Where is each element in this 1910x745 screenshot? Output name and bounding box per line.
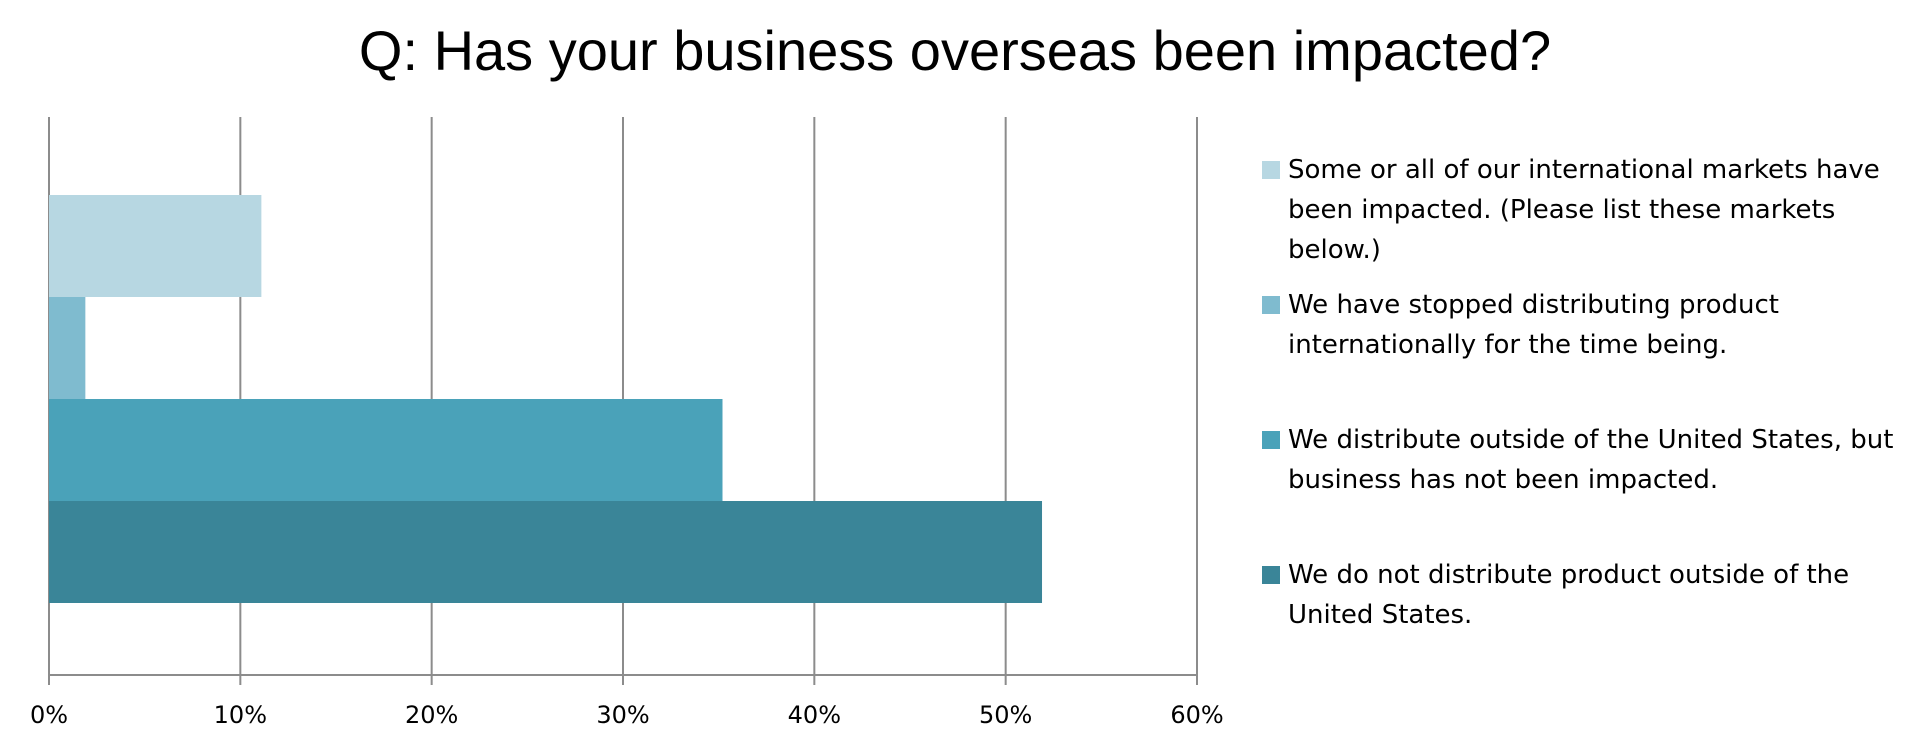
legend-swatch (1262, 431, 1280, 449)
legend-label: We distribute outside of the United Stat… (1288, 425, 1894, 495)
bar (49, 297, 86, 399)
x-tick-label: 0% (30, 701, 68, 729)
bar (49, 195, 262, 297)
legend-label: We have stopped distributing product int… (1288, 290, 1779, 360)
legend-swatch (1262, 161, 1280, 179)
x-tick-label: 40% (788, 701, 841, 729)
x-tick-label: 30% (596, 701, 649, 729)
bar (49, 399, 723, 501)
legend-swatch (1262, 296, 1280, 314)
bar (49, 501, 1043, 603)
bars (49, 195, 1043, 603)
legend-label: We do not distribute product outside of … (1288, 560, 1850, 630)
legend-swatch (1262, 566, 1280, 584)
x-tick-label: 60% (1170, 701, 1223, 729)
x-tick-label: 10% (214, 701, 267, 729)
x-tick-label: 50% (979, 701, 1032, 729)
x-tick-label: 20% (405, 701, 458, 729)
legend-label: Some or all of our international markets… (1288, 155, 1880, 265)
chart-title: Q: Has your business overseas been impac… (358, 19, 1552, 82)
x-tick-labels: 0% 10% 20% 30% 40% 50% 60% (30, 701, 1224, 729)
